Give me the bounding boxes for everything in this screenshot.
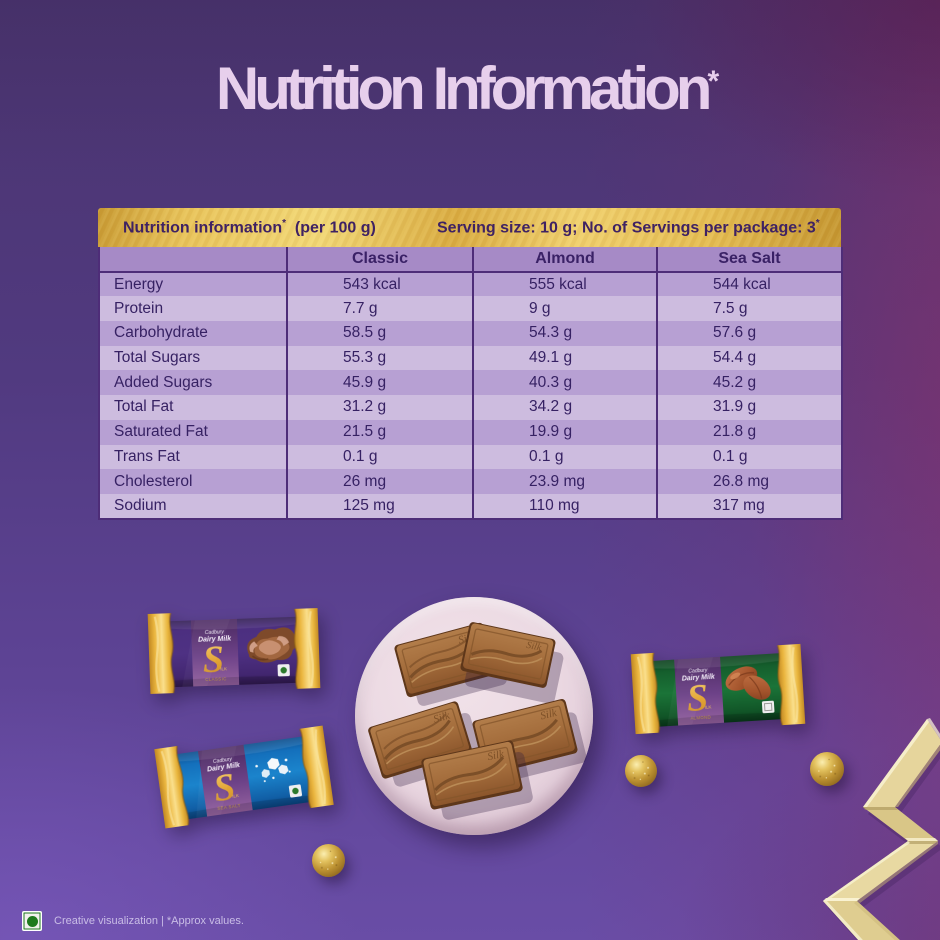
svg-text:Cadbury: Cadbury — [213, 756, 233, 765]
svg-text:Dairy Milk: Dairy Milk — [198, 636, 232, 644]
svg-text:Silk: Silk — [525, 640, 543, 654]
svg-text:Dairy Milk: Dairy Milk — [207, 762, 242, 774]
svg-text:Silk: Silk — [486, 748, 506, 763]
svg-text:SEA SALT: SEA SALT — [217, 803, 241, 811]
svg-text:S: S — [202, 638, 225, 681]
svg-text:ILK: ILK — [220, 666, 227, 671]
svg-text:ILK: ILK — [705, 704, 712, 709]
svg-text:ILK: ILK — [232, 793, 239, 799]
svg-text:Cadbury: Cadbury — [205, 629, 225, 636]
svg-text:Silk: Silk — [432, 709, 452, 726]
svg-text:Silk: Silk — [539, 707, 559, 723]
svg-text:CLASSIC: CLASSIC — [205, 676, 227, 682]
svg-text:Dairy Milk: Dairy Milk — [682, 674, 717, 683]
svg-text:Cadbury: Cadbury — [688, 668, 708, 675]
svg-text:S: S — [686, 677, 710, 720]
svg-text:ALMOND: ALMOND — [690, 714, 711, 720]
